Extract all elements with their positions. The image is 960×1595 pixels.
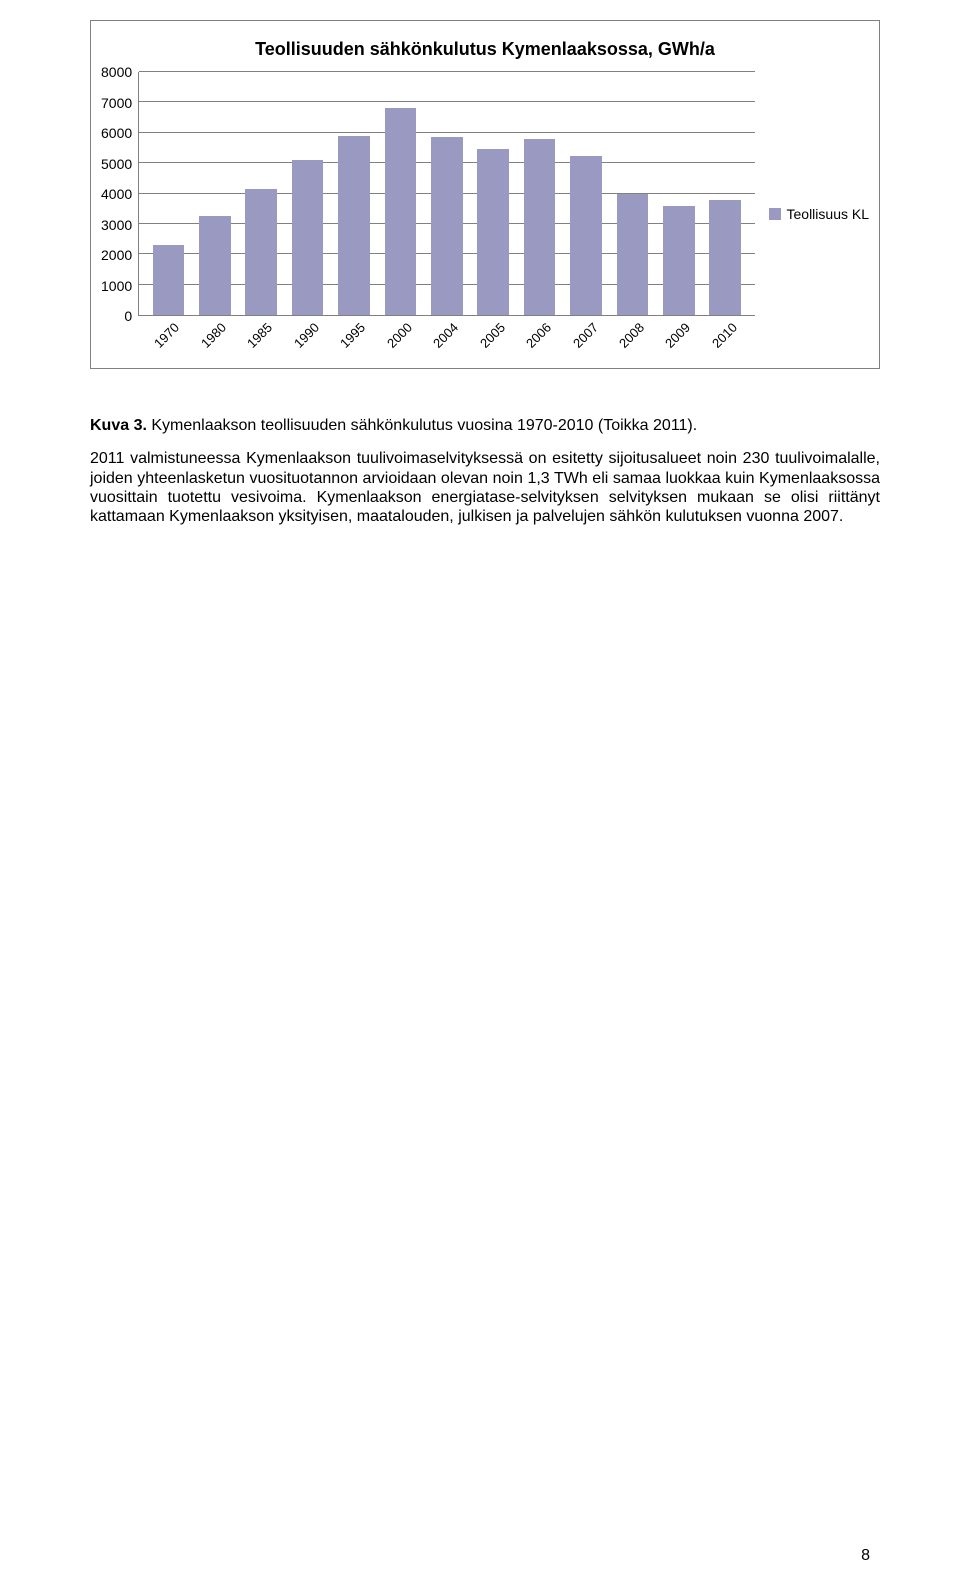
- bar: [617, 194, 649, 316]
- plot-column: 1970198019851990199520002004200520062007…: [138, 72, 754, 356]
- legend-label: Teollisuus KL: [787, 206, 870, 222]
- body-paragraph: 2011 valmistuneessa Kymenlaakson tuulivo…: [90, 449, 880, 526]
- bar: [385, 108, 417, 315]
- bar-slot: [284, 72, 330, 315]
- bar-slot: [656, 72, 702, 315]
- bar: [338, 136, 370, 315]
- y-tick: 8000: [101, 64, 132, 80]
- bar: [292, 160, 324, 315]
- bar: [709, 200, 741, 315]
- bar: [245, 189, 277, 315]
- bar-slot: [702, 72, 748, 315]
- x-tick: 2010: [703, 314, 761, 372]
- bars: [139, 72, 754, 315]
- y-tick: 3000: [101, 217, 132, 233]
- x-axis: 1970198019851990199520002004200520062007…: [138, 316, 754, 356]
- bar-slot: [238, 72, 284, 315]
- bar-slot: [516, 72, 562, 315]
- bar: [477, 149, 509, 315]
- bar: [431, 137, 463, 315]
- bar-slot: [470, 72, 516, 315]
- y-tick: 1000: [101, 278, 132, 294]
- legend-swatch: [769, 208, 781, 220]
- bar-slot: [145, 72, 191, 315]
- y-tick: 4000: [101, 186, 132, 202]
- bar: [153, 245, 185, 315]
- y-axis: 8000 7000 6000 5000 4000 3000 2000 1000 0: [101, 64, 138, 324]
- y-tick: 6000: [101, 125, 132, 141]
- bar: [570, 156, 602, 315]
- y-tick: 2000: [101, 247, 132, 263]
- plot-area: [138, 72, 754, 316]
- bar-slot: [424, 72, 470, 315]
- chart-title: Teollisuuden sähkönkulutus Kymenlaaksoss…: [101, 39, 869, 60]
- figure-caption: Kuva 3. Kymenlaakson teollisuuden sähkön…: [90, 417, 880, 435]
- bar-slot: [331, 72, 377, 315]
- bar-slot: [563, 72, 609, 315]
- chart-body: 800070006000500040003000200010000 197019…: [101, 72, 869, 356]
- page-number: 8: [861, 1547, 870, 1565]
- bar-slot: [192, 72, 238, 315]
- caption-label: Kuva 3.: [90, 417, 147, 434]
- bar: [199, 216, 231, 315]
- bar-slot: [377, 72, 423, 315]
- bar: [524, 139, 556, 315]
- y-tick: 5000: [101, 156, 132, 172]
- bar-slot: [609, 72, 655, 315]
- y-tick: 0: [124, 308, 132, 324]
- y-tick: 7000: [101, 95, 132, 111]
- caption-text: Kymenlaakson teollisuuden sähkönkulutus …: [151, 417, 697, 434]
- chart-container: Teollisuuden sähkönkulutus Kymenlaaksoss…: [90, 20, 880, 369]
- legend: Teollisuus KL: [755, 206, 870, 222]
- bar: [663, 206, 695, 315]
